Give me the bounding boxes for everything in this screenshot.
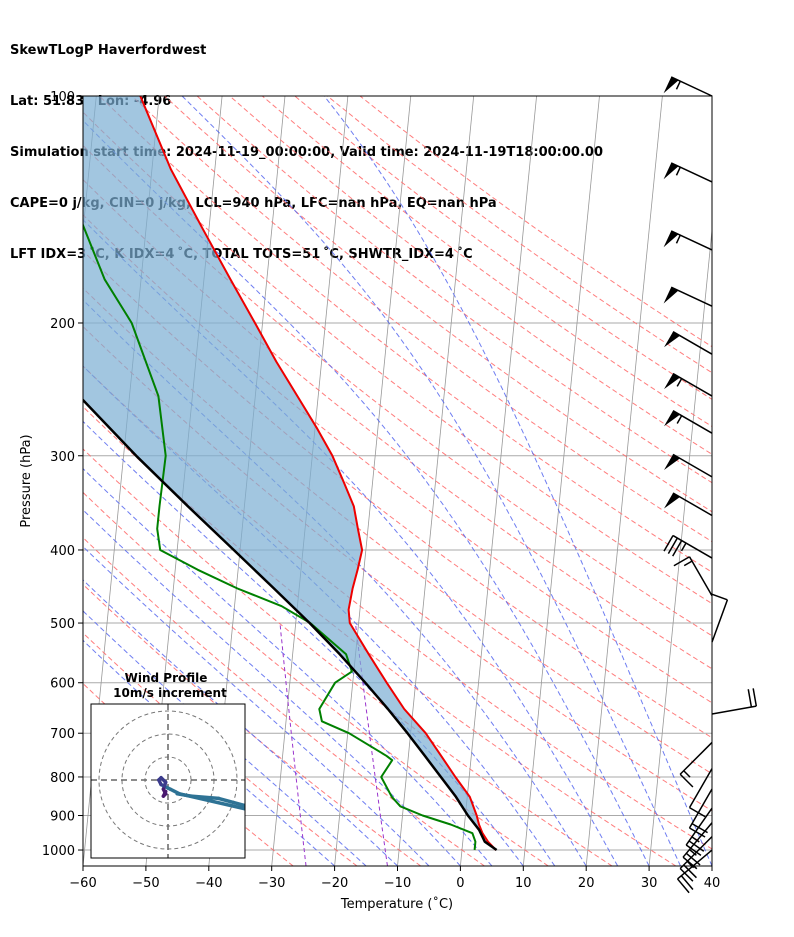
moist-adiabat-line — [323, 96, 712, 866]
y-tick-label: 200 — [50, 317, 75, 332]
y-tick-label: 900 — [50, 810, 75, 825]
hodograph-frame — [90, 703, 246, 859]
dry-adiabat-line — [196, 96, 712, 484]
dry-adiabat-line — [83, 144, 712, 637]
dry-adiabat-line — [83, 491, 549, 866]
dry-adiabat-line — [83, 111, 712, 605]
moist-adiabat-line — [83, 509, 461, 866]
moist-adiabat-line — [83, 467, 493, 866]
cin-area — [83, 96, 497, 850]
wind-barb — [663, 286, 713, 307]
wind-barb — [664, 492, 713, 517]
y-tick-label: 100 — [50, 90, 75, 105]
chart-title: SkewTLogP Haverfordwest — [10, 43, 207, 58]
moist-adiabat-line — [83, 545, 430, 866]
wind-barbs — [663, 76, 758, 894]
dry-adiabat-line — [83, 406, 677, 866]
location-line: Lat: 51.83 Lon: -4.96 — [10, 93, 603, 110]
wind-barb — [664, 331, 713, 355]
dry-adiabat-line — [83, 448, 613, 866]
moist-adiabat-line — [181, 96, 681, 866]
y-tick-label: 400 — [50, 544, 75, 559]
parcel-line — [83, 398, 498, 852]
wind-barb — [685, 807, 713, 856]
mixing-ratio-line — [279, 622, 307, 866]
dry-adiabat-line — [294, 96, 712, 400]
hodograph: Wind Profile 10m/s increment — [90, 671, 246, 859]
x-tick-label: −30 — [258, 876, 285, 891]
hodograph-plot — [91, 704, 245, 858]
x-tick-label: 0 — [456, 876, 464, 891]
isotherm-line — [522, 96, 600, 866]
wind-barb — [663, 534, 713, 559]
hodograph-subtitle: 10m/s increment — [113, 686, 227, 700]
isotherm-line — [648, 226, 712, 866]
axes: −60 −50 −40 −30 −20 −10 0 10 20 30 40 100 200 300 400 5… — [42, 90, 720, 891]
x-axis-label: Temperature (˚C) — [340, 896, 453, 912]
wind-barb — [664, 453, 713, 478]
isotherm-line — [711, 861, 712, 866]
wind-barb — [679, 741, 713, 788]
y-tick-label: 600 — [50, 677, 75, 692]
wind-barb — [688, 768, 713, 818]
moist-adiabat-line — [83, 639, 335, 866]
hodograph-segment — [242, 803, 245, 808]
y-tick-label: 1000 — [42, 844, 75, 859]
hodograph-title: Wind Profile — [125, 671, 208, 685]
x-tick-label: −10 — [384, 876, 411, 891]
dry-adiabat-line — [99, 96, 712, 573]
x-tick-label: 40 — [704, 876, 721, 891]
x-tick-label: 30 — [641, 876, 658, 891]
wind-barb — [663, 76, 713, 97]
dry-adiabat-line — [327, 96, 712, 374]
moist-adiabat-line — [83, 119, 650, 866]
moist-adiabat-line — [83, 420, 524, 866]
y-tick-label: 500 — [50, 617, 75, 632]
moist-adiabat-line — [83, 365, 556, 866]
wind-barb — [676, 849, 713, 894]
moist-adiabat-line — [83, 610, 367, 866]
wind-barb — [711, 688, 758, 715]
dry-adiabat-line — [83, 583, 421, 866]
hodograph-segment — [161, 789, 168, 798]
hodograph-segment — [216, 796, 245, 808]
x-tick-label: 10 — [515, 876, 532, 891]
wind-barb — [663, 230, 713, 251]
y-axis-label: Pressure (hPa) — [19, 434, 34, 527]
isotherm-line — [585, 96, 663, 866]
y-tick-label: 800 — [50, 771, 75, 786]
x-tick-label: −50 — [132, 876, 159, 891]
y-tick-label: 300 — [50, 450, 75, 465]
x-tick-label: −20 — [321, 876, 348, 891]
wind-barb — [673, 556, 713, 597]
wind-barb — [710, 592, 729, 643]
wind-barb — [664, 372, 713, 397]
x-tick-label: 20 — [578, 876, 595, 891]
dry-adiabat-line — [83, 632, 358, 866]
x-tick-label: −60 — [69, 876, 96, 891]
dry-adiabat-line — [261, 96, 712, 428]
wind-barb — [664, 410, 713, 434]
isotherm-line — [334, 96, 412, 866]
x-tick-label: −40 — [195, 876, 222, 891]
y-tick-label: 700 — [50, 727, 75, 742]
wind-barb — [663, 162, 713, 183]
dry-adiabat-line — [164, 96, 712, 513]
isotherm-line — [460, 96, 537, 866]
hodograph-segment — [177, 792, 245, 811]
temperature-line — [139, 96, 497, 851]
